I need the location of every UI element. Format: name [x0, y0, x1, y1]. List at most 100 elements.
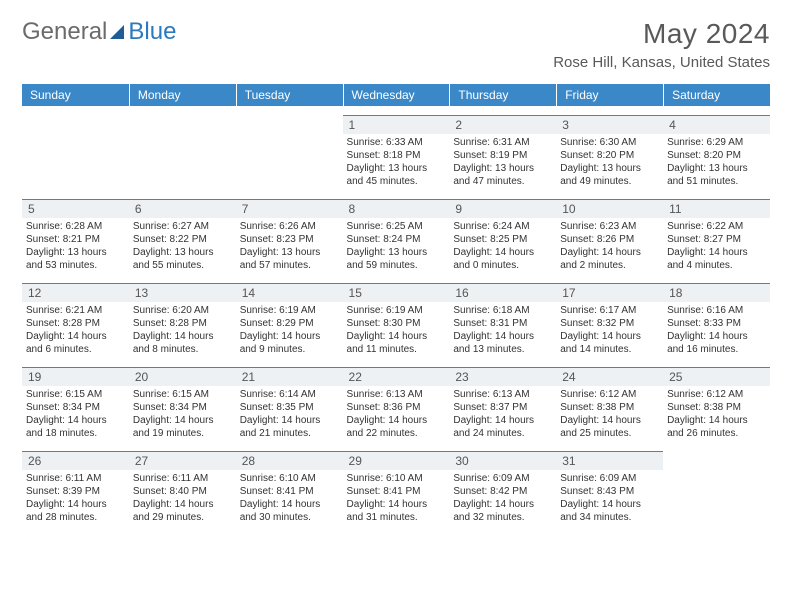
day-cell: [129, 115, 236, 190]
day-number: 29: [343, 452, 450, 470]
day-cell: 5Sunrise: 6:28 AMSunset: 8:21 PMDaylight…: [22, 199, 129, 274]
day-number: 4: [663, 116, 770, 134]
day-info: Sunrise: 6:14 AMSunset: 8:35 PMDaylight:…: [236, 386, 343, 442]
day-cell: 27Sunrise: 6:11 AMSunset: 8:40 PMDayligh…: [129, 451, 236, 526]
day-number: 13: [129, 284, 236, 302]
day-info: Sunrise: 6:27 AMSunset: 8:22 PMDaylight:…: [129, 218, 236, 274]
day-cell: 10Sunrise: 6:23 AMSunset: 8:26 PMDayligh…: [556, 199, 663, 274]
brand-triangle-icon: [110, 25, 124, 39]
calendar-page: General Blue May 2024 Rose Hill, Kansas,…: [0, 0, 792, 545]
weekday-header-row: SundayMondayTuesdayWednesdayThursdayFrid…: [22, 84, 770, 106]
day-number: 26: [22, 452, 129, 470]
weekday-header: Tuesday: [236, 84, 343, 106]
weekday-header: Monday: [129, 84, 236, 106]
day-info: Sunrise: 6:18 AMSunset: 8:31 PMDaylight:…: [449, 302, 556, 358]
day-info: Sunrise: 6:12 AMSunset: 8:38 PMDaylight:…: [663, 386, 770, 442]
day-number: 17: [556, 284, 663, 302]
day-info: Sunrise: 6:30 AMSunset: 8:20 PMDaylight:…: [556, 134, 663, 190]
day-cell: 15Sunrise: 6:19 AMSunset: 8:30 PMDayligh…: [343, 283, 450, 358]
day-cell: 8Sunrise: 6:25 AMSunset: 8:24 PMDaylight…: [343, 199, 450, 274]
weekday-header: Wednesday: [343, 84, 450, 106]
day-info: Sunrise: 6:12 AMSunset: 8:38 PMDaylight:…: [556, 386, 663, 442]
day-info: Sunrise: 6:24 AMSunset: 8:25 PMDaylight:…: [449, 218, 556, 274]
day-cell: 23Sunrise: 6:13 AMSunset: 8:37 PMDayligh…: [449, 367, 556, 442]
day-cell: [236, 115, 343, 190]
day-number: 21: [236, 368, 343, 386]
day-info: Sunrise: 6:25 AMSunset: 8:24 PMDaylight:…: [343, 218, 450, 274]
day-info: Sunrise: 6:17 AMSunset: 8:32 PMDaylight:…: [556, 302, 663, 358]
day-cell: 25Sunrise: 6:12 AMSunset: 8:38 PMDayligh…: [663, 367, 770, 442]
week-row: 19Sunrise: 6:15 AMSunset: 8:34 PMDayligh…: [22, 367, 770, 442]
day-cell: 1Sunrise: 6:33 AMSunset: 8:18 PMDaylight…: [343, 115, 450, 190]
day-cell: 19Sunrise: 6:15 AMSunset: 8:34 PMDayligh…: [22, 367, 129, 442]
day-number: 14: [236, 284, 343, 302]
day-number: 6: [129, 200, 236, 218]
day-number: 1: [343, 116, 450, 134]
day-cell: 12Sunrise: 6:21 AMSunset: 8:28 PMDayligh…: [22, 283, 129, 358]
day-cell: 24Sunrise: 6:12 AMSunset: 8:38 PMDayligh…: [556, 367, 663, 442]
day-number: 10: [556, 200, 663, 218]
day-info: Sunrise: 6:31 AMSunset: 8:19 PMDaylight:…: [449, 134, 556, 190]
day-cell: 29Sunrise: 6:10 AMSunset: 8:41 PMDayligh…: [343, 451, 450, 526]
day-cell: 11Sunrise: 6:22 AMSunset: 8:27 PMDayligh…: [663, 199, 770, 274]
day-info: Sunrise: 6:29 AMSunset: 8:20 PMDaylight:…: [663, 134, 770, 190]
day-info: Sunrise: 6:09 AMSunset: 8:43 PMDaylight:…: [556, 470, 663, 526]
day-cell: 6Sunrise: 6:27 AMSunset: 8:22 PMDaylight…: [129, 199, 236, 274]
week-row: 5Sunrise: 6:28 AMSunset: 8:21 PMDaylight…: [22, 199, 770, 274]
day-cell: 17Sunrise: 6:17 AMSunset: 8:32 PMDayligh…: [556, 283, 663, 358]
day-info: Sunrise: 6:13 AMSunset: 8:36 PMDaylight:…: [343, 386, 450, 442]
day-info: Sunrise: 6:28 AMSunset: 8:21 PMDaylight:…: [22, 218, 129, 274]
day-number: 18: [663, 284, 770, 302]
day-cell: 18Sunrise: 6:16 AMSunset: 8:33 PMDayligh…: [663, 283, 770, 358]
location-text: Rose Hill, Kansas, United States: [553, 54, 770, 71]
day-cell: 16Sunrise: 6:18 AMSunset: 8:31 PMDayligh…: [449, 283, 556, 358]
day-cell: [22, 115, 129, 190]
day-cell: 3Sunrise: 6:30 AMSunset: 8:20 PMDaylight…: [556, 115, 663, 190]
day-cell: 28Sunrise: 6:10 AMSunset: 8:41 PMDayligh…: [236, 451, 343, 526]
day-cell: 31Sunrise: 6:09 AMSunset: 8:43 PMDayligh…: [556, 451, 663, 526]
day-info: Sunrise: 6:15 AMSunset: 8:34 PMDaylight:…: [129, 386, 236, 442]
brand-logo: General Blue: [22, 18, 176, 46]
day-cell: 30Sunrise: 6:09 AMSunset: 8:42 PMDayligh…: [449, 451, 556, 526]
day-info: Sunrise: 6:11 AMSunset: 8:39 PMDaylight:…: [22, 470, 129, 526]
day-number: 30: [449, 452, 556, 470]
brand-word-1: General: [22, 18, 107, 46]
calendar-table: SundayMondayTuesdayWednesdayThursdayFrid…: [22, 75, 770, 535]
title-block: May 2024 Rose Hill, Kansas, United State…: [553, 18, 770, 71]
calendar-body: 1Sunrise: 6:33 AMSunset: 8:18 PMDaylight…: [22, 115, 770, 526]
day-number: 2: [449, 116, 556, 134]
day-cell: 20Sunrise: 6:15 AMSunset: 8:34 PMDayligh…: [129, 367, 236, 442]
weekday-header: Sunday: [22, 84, 129, 106]
day-number: 9: [449, 200, 556, 218]
day-info: Sunrise: 6:33 AMSunset: 8:18 PMDaylight:…: [343, 134, 450, 190]
day-number: 16: [449, 284, 556, 302]
weekday-header: Friday: [556, 84, 663, 106]
day-number: 3: [556, 116, 663, 134]
day-number: 15: [343, 284, 450, 302]
day-info: Sunrise: 6:19 AMSunset: 8:29 PMDaylight:…: [236, 302, 343, 358]
day-info: Sunrise: 6:22 AMSunset: 8:27 PMDaylight:…: [663, 218, 770, 274]
week-row: 1Sunrise: 6:33 AMSunset: 8:18 PMDaylight…: [22, 115, 770, 190]
day-cell: 13Sunrise: 6:20 AMSunset: 8:28 PMDayligh…: [129, 283, 236, 358]
day-info: Sunrise: 6:15 AMSunset: 8:34 PMDaylight:…: [22, 386, 129, 442]
day-info: Sunrise: 6:26 AMSunset: 8:23 PMDaylight:…: [236, 218, 343, 274]
week-row: 26Sunrise: 6:11 AMSunset: 8:39 PMDayligh…: [22, 451, 770, 526]
day-number: 5: [22, 200, 129, 218]
day-cell: 2Sunrise: 6:31 AMSunset: 8:19 PMDaylight…: [449, 115, 556, 190]
day-cell: 21Sunrise: 6:14 AMSunset: 8:35 PMDayligh…: [236, 367, 343, 442]
day-cell: 7Sunrise: 6:26 AMSunset: 8:23 PMDaylight…: [236, 199, 343, 274]
day-info: Sunrise: 6:09 AMSunset: 8:42 PMDaylight:…: [449, 470, 556, 526]
day-number: 28: [236, 452, 343, 470]
day-info: Sunrise: 6:19 AMSunset: 8:30 PMDaylight:…: [343, 302, 450, 358]
brand-word-2: Blue: [128, 18, 176, 46]
day-info: Sunrise: 6:20 AMSunset: 8:28 PMDaylight:…: [129, 302, 236, 358]
day-cell: 26Sunrise: 6:11 AMSunset: 8:39 PMDayligh…: [22, 451, 129, 526]
day-info: Sunrise: 6:23 AMSunset: 8:26 PMDaylight:…: [556, 218, 663, 274]
day-number: 25: [663, 368, 770, 386]
month-title: May 2024: [553, 18, 770, 50]
day-cell: 4Sunrise: 6:29 AMSunset: 8:20 PMDaylight…: [663, 115, 770, 190]
day-info: Sunrise: 6:13 AMSunset: 8:37 PMDaylight:…: [449, 386, 556, 442]
day-number: 8: [343, 200, 450, 218]
day-number: 12: [22, 284, 129, 302]
day-cell: 14Sunrise: 6:19 AMSunset: 8:29 PMDayligh…: [236, 283, 343, 358]
